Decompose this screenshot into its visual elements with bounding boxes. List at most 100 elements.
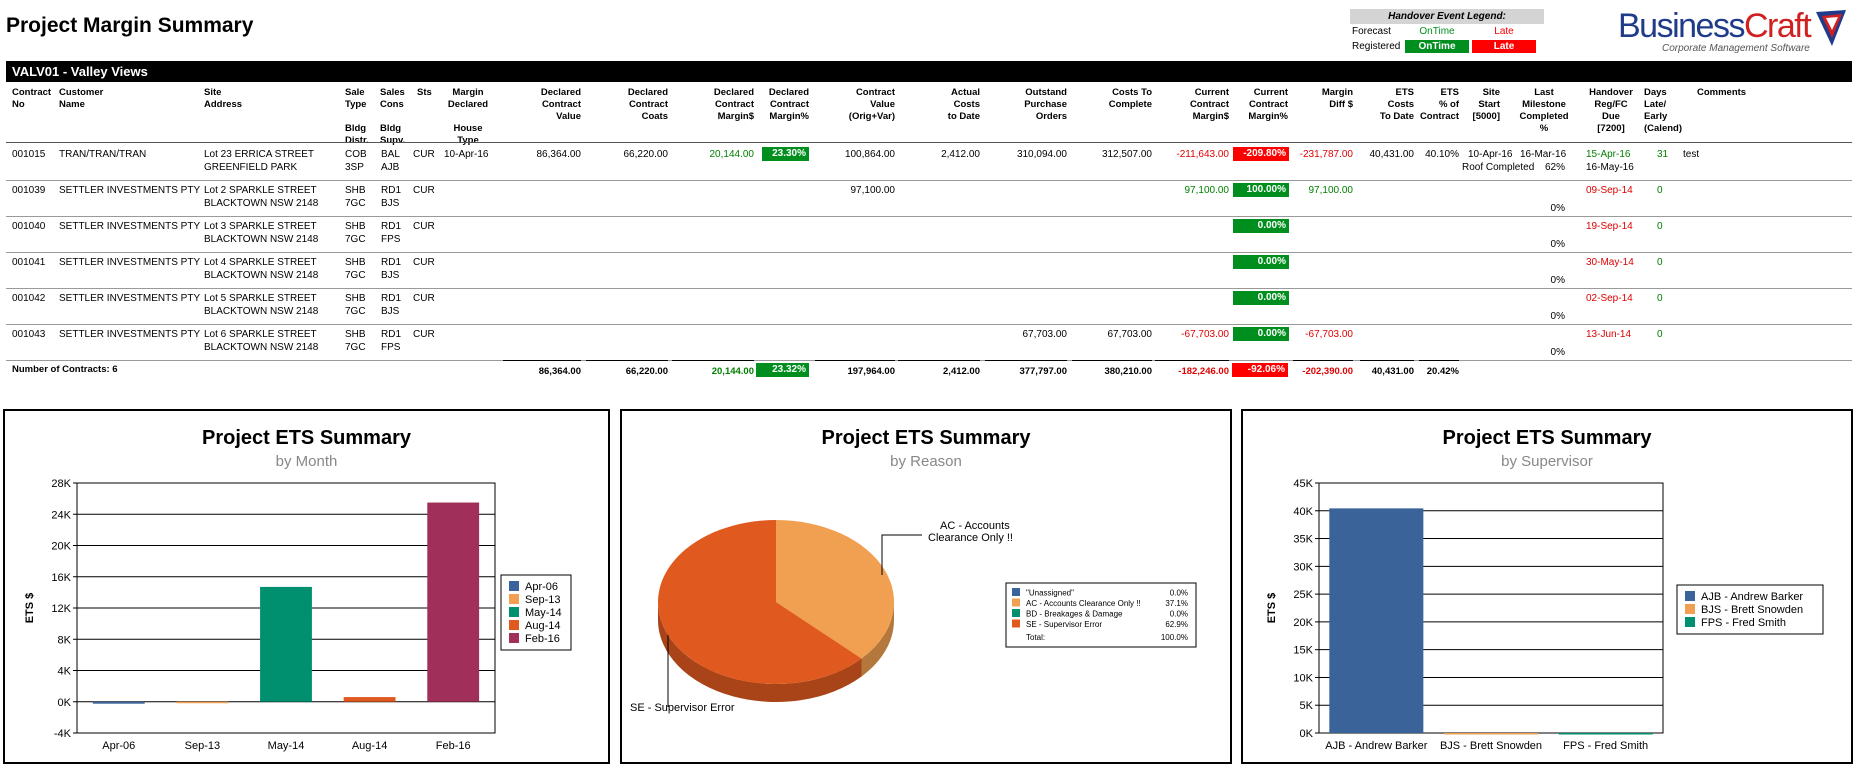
col-margin-declared: Margin Declared House Type <box>447 87 489 146</box>
total-decl-margin: 20,144.00 <box>711 366 754 377</box>
y-tick-label: 5K <box>1300 700 1314 712</box>
y-tick-label: 30K <box>1293 561 1313 573</box>
y-tick-label: 10K <box>1293 672 1313 684</box>
cell-milestone-pct: 62% <box>1544 162 1565 173</box>
cell-site2: BLACKTOWN NSW 2148 <box>204 270 319 281</box>
legend-box <box>1676 584 1824 635</box>
cell-comments: test <box>1683 149 1700 160</box>
cell-site1: Lot 3 SPARKLE STREET <box>204 221 317 232</box>
legend-pct: 37.1% <box>1165 599 1188 608</box>
cell-sale2: 7GC <box>345 342 366 353</box>
cell-cons2: FPS <box>381 234 401 245</box>
businesscraft-logo: BusinessCraft Corporate Management Softw… <box>1618 6 1848 54</box>
handover-event-legend: Handover Event Legend: Forecast OnTime L… <box>1350 9 1544 54</box>
legend-swatch <box>1012 609 1020 617</box>
cell-days: 0 <box>1657 221 1663 232</box>
x-tick-label: Feb-16 <box>436 740 471 752</box>
bar-bjs-brett-snowden <box>1443 733 1539 735</box>
legend-swatch <box>1685 604 1695 614</box>
cell-costs-to-complete: 67,703.00 <box>1107 329 1153 340</box>
row-divider <box>6 288 1852 289</box>
badge-curr-margin-pct: 0.00% <box>1233 255 1289 269</box>
total-badge-decl-margin-pct: 23.32% <box>756 363 809 377</box>
cell-cons1: RD1 <box>381 257 402 268</box>
total-decl-value: 86,364.00 <box>538 366 581 377</box>
col-costs-to-complete: Costs To Complete <box>1108 87 1152 110</box>
total-contract-value: 197,964.00 <box>847 366 895 377</box>
callout-ac-1: AC - Accounts <box>940 520 1010 532</box>
cell-site-start: 10-Apr-16 <box>1468 149 1513 160</box>
legend-swatch <box>509 594 519 604</box>
pie-slice-ac <box>776 520 894 659</box>
col-comments: Comments <box>1697 87 1747 98</box>
cell-site1: Lot 2 SPARKLE STREET <box>204 185 317 196</box>
cell-contract-no: 001040 <box>12 221 46 232</box>
cell-milestone-pct: 0% <box>1550 275 1565 286</box>
legend-pct: 62.9% <box>1165 620 1188 629</box>
badge-decl-margin-pct: 23.30% <box>762 147 809 161</box>
legend-swatch <box>1685 617 1695 627</box>
legend-label: Apr-06 <box>525 581 558 593</box>
col-curr-margin-pct: Current Contract Margin% <box>1248 87 1288 122</box>
cell-curr-margin: -67,703.00 <box>1181 329 1229 340</box>
cell-margin-declared: 10-Apr-16 <box>444 149 489 160</box>
cell-contract-no: 001043 <box>12 329 46 340</box>
total-rule <box>1293 360 1353 361</box>
pie-side-1 <box>861 602 894 677</box>
cell-ets-costs: 40,431.00 <box>1369 149 1415 160</box>
cell-sale2: 7GC <box>345 234 366 245</box>
chart-title: Project ETS Summary <box>821 427 1031 449</box>
page-title: Project Margin Summary <box>6 14 254 37</box>
legend-label: Feb-16 <box>525 633 560 645</box>
cell-cons2: BJS <box>381 306 400 317</box>
legend-label: Aug-14 <box>525 620 560 632</box>
cell-decl-costs: 66,220.00 <box>623 149 669 160</box>
cell-sale2: 7GC <box>345 198 366 209</box>
legend-swatch <box>1012 588 1020 596</box>
x-tick-label: BJS - Brett Snowden <box>1440 740 1542 752</box>
row-divider <box>6 252 1852 253</box>
legend-label: AJB - Andrew Barker <box>1701 591 1803 603</box>
callout-ac-2: Clearance Only !! <box>928 532 1013 544</box>
cell-site1: Lot 6 SPARKLE STREET <box>204 329 317 340</box>
callout-line-ac <box>881 534 922 575</box>
cell-decl-margin: 20,144.00 <box>709 149 755 160</box>
chart-title: Project ETS Summary <box>1442 427 1652 449</box>
col-sales-cons: Sales Cons Bldg Supv. <box>380 87 406 146</box>
y-tick-label: 45K <box>1293 478 1313 490</box>
y-tick-label: -4K <box>54 728 72 740</box>
total-rule <box>672 360 754 361</box>
total-rule <box>1360 360 1414 361</box>
chart-subtitle: by Month <box>275 453 338 470</box>
y-tick-label: 25K <box>1293 589 1313 601</box>
cell-customer: SETTLER INVESTMENTS PTY <box>59 329 201 340</box>
legend-pct: 0.0% <box>1170 610 1188 619</box>
y-tick-label: 20K <box>51 541 71 553</box>
cell-cons2: FPS <box>381 342 401 353</box>
total-rule <box>985 360 1067 361</box>
cell-days: 0 <box>1657 293 1663 304</box>
cell-cons1: RD1 <box>381 329 402 340</box>
cell-sts: CUR <box>413 329 435 340</box>
cell-contract-value: 100,864.00 <box>844 149 895 160</box>
plot-frame <box>76 482 496 734</box>
cell-actual-costs: 2,412.00 <box>941 149 980 160</box>
cell-cons2: AJB <box>381 162 400 173</box>
x-tick-label: Apr-06 <box>102 740 135 752</box>
logo-tagline: Corporate Management Software <box>1662 43 1810 54</box>
y-tick-label: 15K <box>1293 645 1313 657</box>
cell-site1: Lot 4 SPARKLE STREET <box>204 257 317 268</box>
bar-sep-13 <box>176 701 229 704</box>
cell-decl-value: 86,364.00 <box>536 149 582 160</box>
total-rule <box>815 360 895 361</box>
legend-total-pct: 100.0% <box>1161 633 1188 642</box>
col-outstanding-po: Outstand Purchase Orders <box>1024 87 1067 122</box>
total-ets-pct: 20.42% <box>1426 366 1459 377</box>
cell-handover1: 13-Jun-14 <box>1586 329 1632 340</box>
badge-curr-margin-pct: 0.00% <box>1233 219 1289 233</box>
col-ets-pct: ETS % of Contract <box>1419 87 1459 122</box>
col-decl-value: Declared Contract Value <box>540 87 581 122</box>
bar-aug-14 <box>343 697 396 702</box>
legend-ontime: OnTime <box>1419 26 1455 37</box>
